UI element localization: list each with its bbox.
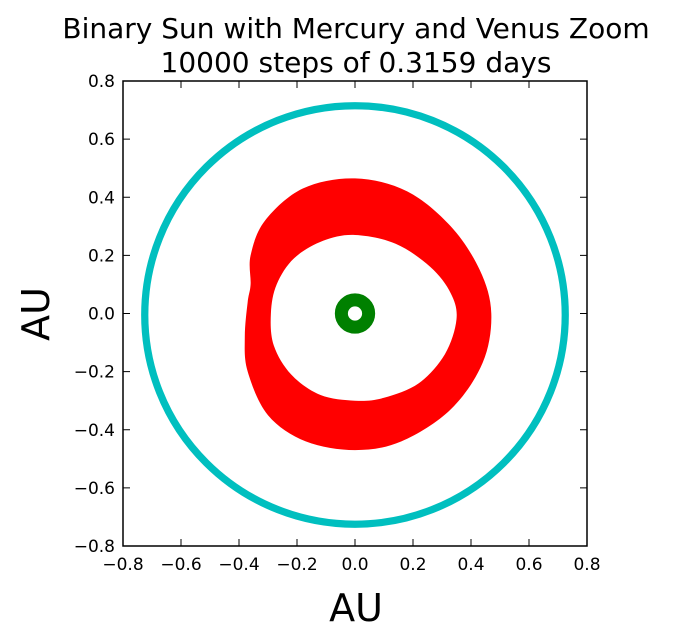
x-tick-label: −0.2 — [276, 555, 317, 575]
x-tick-label: −0.4 — [218, 555, 259, 575]
plot-area — [122, 80, 588, 547]
y-axis-label: AU — [14, 287, 58, 341]
y-tick-label: −0.8 — [74, 537, 115, 557]
x-axis-label: AU — [329, 586, 383, 630]
orbit-ring-2 — [334, 293, 376, 334]
y-tick-label: −0.4 — [74, 421, 115, 441]
chart-subtitle: 10000 steps of 0.3159 days — [161, 46, 552, 79]
x-tick-label: 0.2 — [399, 555, 426, 575]
x-tick-label: 0.4 — [457, 555, 484, 575]
chart-title: Binary Sun with Mercury and Venus Zoom — [62, 12, 649, 45]
orbit-ring-0 — [141, 102, 569, 528]
x-tick-label: −0.6 — [160, 555, 201, 575]
y-tick-label: 0.4 — [88, 188, 115, 208]
orbit-band-1 — [244, 178, 492, 451]
x-tick-label: 0.0 — [341, 555, 368, 575]
y-tick-label: 0.2 — [88, 246, 115, 266]
y-tick-label: 0.8 — [88, 72, 115, 92]
y-tick-label: −0.2 — [74, 363, 115, 383]
x-axis: −0.8 −0.6 −0.4 −0.2 0.0 0.2 0.4 0.6 0.8 — [102, 81, 601, 575]
plot-frame — [122, 80, 588, 547]
y-tick-label: 0.6 — [88, 130, 115, 150]
y-tick-label: 0.0 — [88, 305, 115, 325]
x-tick-label: 0.6 — [515, 555, 542, 575]
x-tick-label: −0.8 — [102, 555, 143, 575]
y-tick-label: −0.6 — [74, 479, 115, 499]
y-axis: −0.8 −0.6 −0.4 −0.2 0.0 0.2 0.4 0.6 0.8 — [74, 72, 587, 557]
x-tick-label: 0.8 — [573, 555, 600, 575]
